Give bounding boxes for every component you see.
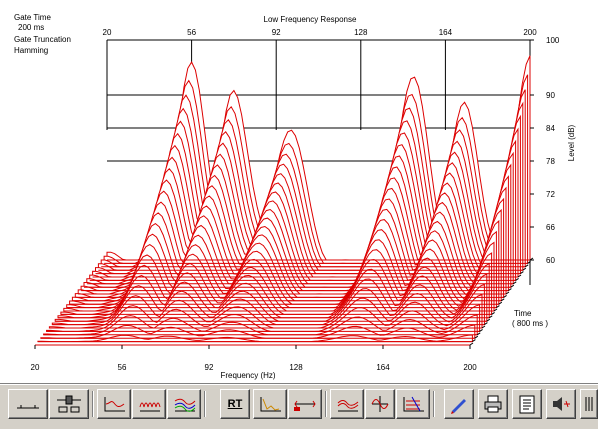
- y-tick-label: 84: [546, 124, 555, 133]
- gate-settings-button[interactable]: [49, 389, 89, 419]
- toolbar-separator: [325, 391, 327, 417]
- top-x-tick-label: 20: [103, 28, 112, 37]
- marker-button[interactable]: [288, 389, 322, 419]
- bottom-x-tick-label: 200: [463, 363, 477, 372]
- phase-button[interactable]: [365, 389, 395, 419]
- marker-icon: [294, 400, 316, 411]
- gate-truncation-label: Gate Truncation: [14, 35, 71, 44]
- phase-icon: [371, 396, 389, 412]
- document-icon: [519, 395, 535, 414]
- decay-button[interactable]: [253, 389, 287, 419]
- bottom-x-tick-label: 128: [289, 363, 303, 372]
- more-button[interactable]: [580, 389, 598, 419]
- time-axis-label: Time: [514, 309, 532, 318]
- color-button[interactable]: [444, 389, 474, 419]
- printer-icon: [484, 395, 502, 413]
- y-axis-label: Level (dB): [567, 124, 576, 161]
- bottom-x-tick-label: 92: [205, 363, 214, 372]
- toolbar-separator: [92, 391, 94, 417]
- schroeder-icon: [403, 396, 424, 412]
- report-button[interactable]: [512, 389, 542, 419]
- rt-button[interactable]: RT: [220, 389, 250, 419]
- color-pen-icon: [451, 399, 466, 414]
- multi-curve-icon: [174, 398, 196, 412]
- waterfall-icon: [139, 402, 161, 412]
- toolbar-separator: [204, 391, 206, 417]
- cumulative-spectra-button[interactable]: [330, 389, 364, 419]
- baseline-icon: [17, 405, 39, 409]
- toolbar-separator: [433, 391, 435, 417]
- bottom-x-tick-label: 56: [118, 363, 127, 372]
- waterfall-chart-panel: Low Frequency Response 20 56 92 128 164 200 2…: [0, 0, 598, 384]
- waterfall-chart: Low Frequency Response 20 56 92 128 164 200 2…: [31, 15, 576, 380]
- toolbar: RT: [0, 384, 598, 429]
- rt-button-label: RT: [227, 398, 243, 410]
- spectra-icon: [337, 400, 359, 412]
- slider-icon: [57, 395, 81, 413]
- print-button[interactable]: [478, 389, 508, 419]
- waterfall-button[interactable]: [132, 389, 166, 419]
- waterfall-slices: [35, 55, 531, 346]
- x-axis-label: Frequency (Hz): [220, 371, 275, 380]
- grip-icon: [585, 397, 593, 411]
- y-tick-label: 100: [546, 36, 560, 45]
- chart-title: Low Frequency Response: [264, 15, 357, 24]
- y-tick-label: 78: [546, 157, 555, 166]
- y-tick-label: 60: [546, 256, 555, 265]
- frequency-curve-icon: [104, 397, 125, 412]
- gate-time-value: 200 ms: [18, 23, 45, 32]
- floor-lines: [35, 259, 530, 346]
- impulse-view-button[interactable]: [8, 389, 48, 419]
- gate-truncation-value: Hamming: [14, 46, 49, 55]
- axis-labels: Low Frequency Response 20 56 92 128 164 200 2…: [31, 15, 576, 380]
- top-x-tick-label: 56: [187, 28, 196, 37]
- top-x-tick-label: 164: [439, 28, 453, 37]
- top-x-tick-label: 200: [523, 28, 537, 37]
- bottom-x-tick-label: 20: [31, 363, 40, 372]
- gate-time-label: Gate Time: [14, 13, 51, 22]
- decay-icon: [260, 397, 281, 412]
- bottom-x-tick-label: 164: [376, 363, 390, 372]
- y-tick-label: 72: [546, 190, 555, 199]
- top-x-tick-label: 92: [272, 28, 281, 37]
- y-tick-label: 90: [546, 91, 555, 100]
- frequency-response-button[interactable]: [97, 389, 131, 419]
- time-axis-value: ( 800 ms ): [512, 319, 548, 328]
- top-x-tick-label: 128: [354, 28, 368, 37]
- speaker-button[interactable]: [546, 389, 576, 419]
- schroeder-button[interactable]: [396, 389, 430, 419]
- spectrogram-button[interactable]: [167, 389, 201, 419]
- y-tick-label: 66: [546, 223, 555, 232]
- speaker-icon: [553, 397, 570, 411]
